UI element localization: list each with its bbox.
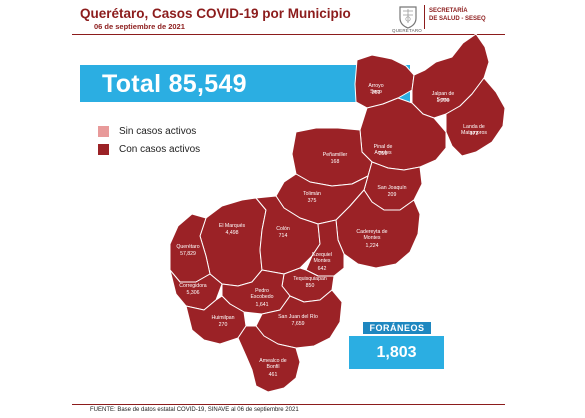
map-label-name: San Joaquín: [377, 185, 406, 191]
map-label-cases: 4,498: [226, 230, 239, 236]
map-label-cases: 1,200: [437, 98, 450, 104]
source-note: FUENTE: Base de datos estatal COVID-19, …: [90, 407, 299, 413]
map-label-cases: 7,659: [292, 321, 305, 327]
map-label-name: San Juan del Río: [278, 314, 318, 320]
foraneos-value: 1,803: [349, 336, 444, 369]
map-label-name: Tolimán: [303, 191, 321, 197]
legend-item-active: Con casos activos: [98, 144, 200, 155]
legend-label: Con casos activos: [119, 144, 201, 155]
municipality-colon: [255, 195, 321, 275]
header-separator: [424, 5, 425, 29]
state-seal-icon: [399, 6, 417, 29]
map-label-cases: 461: [269, 372, 278, 378]
map-label-cases: 209: [388, 192, 397, 198]
map-label-cases: 269: [372, 90, 381, 96]
map-label-name: Arroyo Seco: [368, 83, 383, 95]
legend-item-inactive: Sin casos activos: [98, 126, 196, 137]
map-label-name: Corregidora: [179, 283, 207, 289]
municipality-huimilpan: [185, 295, 247, 345]
municipality-landa-de-matamoros: [445, 77, 506, 157]
map-label-cases: 168: [331, 159, 340, 165]
map-label-name: Querétaro: [176, 244, 199, 250]
legend-label: Sin casos activos: [119, 126, 197, 137]
foraneos-label: FORÁNEOS: [363, 322, 431, 334]
map-label-cases: 270: [219, 322, 228, 328]
map-label-cases: 57,829: [180, 251, 196, 257]
map-label-name: Pedro Escobedo: [250, 288, 273, 300]
map-label-cases: 375: [308, 198, 317, 204]
map-label-name: Pinal de Amoles: [374, 144, 393, 156]
map-label-name: Ezequiel Montes: [312, 252, 332, 264]
org-line-1: SECRETARÍA: [429, 8, 468, 14]
map-label-name: Jalpan de Serra: [432, 91, 455, 103]
municipality-arroyo-seco: [354, 54, 415, 109]
map-label-name: El Marqués: [219, 223, 246, 229]
map-label-cases: 5,306: [187, 290, 200, 296]
header-divider: [72, 34, 505, 35]
report-date: 06 de septiembre de 2021: [94, 22, 185, 31]
map-label-name: Cadereyta de Montes: [356, 229, 387, 241]
map-label-cases: 1,224: [366, 243, 379, 249]
map-label-name: Peñamiller: [323, 152, 348, 158]
municipality-amealco-de-bonfil: [237, 325, 301, 393]
map-label-name: Colón: [276, 226, 290, 232]
map-label-cases: 172: [470, 131, 479, 137]
page-title: Querétaro, Casos COVID-19 por Municipio: [80, 6, 351, 21]
footer-divider: [72, 404, 505, 405]
map-label-name: Huimilpan: [211, 315, 234, 321]
legend-swatch-inactive: [98, 126, 109, 137]
seal-caption: QUERÉTARO: [392, 28, 422, 33]
map-label-name: Amealco de Bonfil: [259, 358, 287, 370]
municipality-corregidora: [169, 269, 223, 311]
organization-name: SECRETARÍA DE SALUD - SESEQ: [429, 8, 499, 23]
map-label-cases: 850: [306, 283, 315, 289]
map-label-cases: 714: [279, 233, 288, 239]
map-label-name: Tequisquiapan: [293, 276, 327, 282]
org-line-2: DE SALUD - SESEQ: [429, 15, 486, 22]
map-label-cases: 259: [379, 151, 388, 157]
total-cases: Total 85,549: [102, 70, 247, 98]
map-label-name: Landa de Matamoros: [461, 124, 487, 136]
legend-swatch-active: [98, 144, 109, 155]
map-label-cases: 642: [318, 266, 327, 272]
map-label-cases: 1,641: [256, 302, 269, 308]
